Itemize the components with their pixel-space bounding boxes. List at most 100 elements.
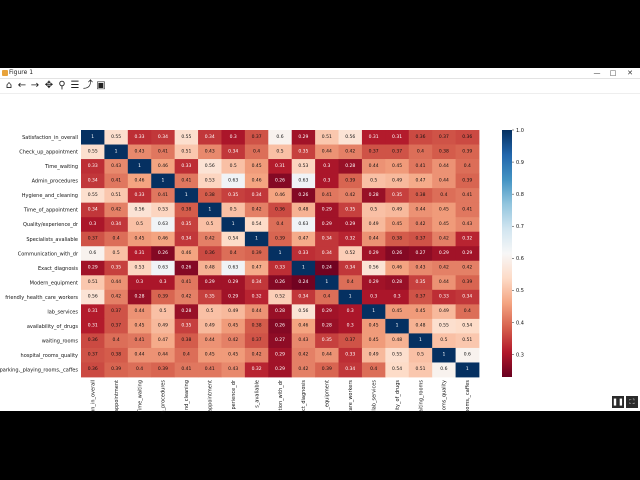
- column-label: ct_diagnosis: [301, 380, 307, 411]
- column-label: _equipment: [325, 380, 331, 411]
- cell-value-label: 0.29: [228, 294, 238, 300]
- heatmap-cell: [127, 275, 152, 291]
- heatmap-cell: [81, 275, 105, 291]
- home-icon[interactable]: ⌂: [5, 80, 13, 91]
- cell-value-label: 0.4: [370, 366, 377, 372]
- cell-value-label: 1: [279, 250, 282, 256]
- cell-value-label: 1: [91, 134, 94, 140]
- heatmap-cell: [151, 130, 176, 145]
- heatmap-cell: [198, 217, 222, 233]
- edit-axes-icon[interactable]: ⤴: [83, 80, 93, 91]
- cell-value-label: 0.39: [252, 250, 262, 256]
- cell-value-label: 0.41: [415, 163, 425, 169]
- save-icon[interactable]: ▣: [96, 80, 106, 91]
- maximize-button[interactable]: □: [609, 69, 617, 77]
- close-button[interactable]: ✕: [627, 69, 633, 77]
- heatmap-cell: [291, 231, 316, 247]
- heatmap-cell: [198, 362, 222, 378]
- cell-value-label: 0.38: [252, 323, 262, 329]
- cell-value-label: 0.34: [228, 148, 238, 154]
- cell-value-label: 0.45: [392, 221, 402, 227]
- heatmap-cell: [338, 318, 363, 334]
- forward-arrow-icon[interactable]: →: [30, 80, 40, 91]
- cell-value-label: 0.4: [417, 148, 424, 154]
- cell-value-label: 0.44: [439, 279, 449, 285]
- heatmap-cell: [174, 159, 199, 174]
- heatmap-cell: [408, 202, 433, 218]
- cell-value-label: 0.49: [369, 221, 379, 227]
- cell-value-label: 0.33: [298, 250, 308, 256]
- cell-value-label: 0.43: [228, 366, 238, 372]
- heatmap-cell: [408, 347, 433, 363]
- heatmap-cell: [268, 289, 293, 305]
- cell-value-label: 0.3: [370, 294, 377, 300]
- heatmap-cell: [127, 289, 152, 305]
- heatmap-cell: [174, 289, 199, 305]
- heatmap-cell: [432, 275, 456, 291]
- row-label: lab_services: [47, 309, 78, 315]
- cell-value-label: 0.56: [205, 163, 215, 169]
- heatmap-cell: [455, 304, 480, 320]
- cell-value-label: 0.56: [298, 308, 308, 314]
- heatmap-cell: [432, 130, 456, 145]
- cell-value-label: 0.42: [462, 265, 472, 271]
- cell-value-label: 0.42: [298, 352, 308, 358]
- cell-value-label: 0.42: [415, 221, 425, 227]
- minimize-button[interactable]: —: [593, 69, 601, 77]
- cell-value-label: 0.27: [415, 250, 425, 256]
- heatmap-cell: [385, 188, 410, 204]
- heatmap-cell: [174, 275, 199, 291]
- heatmap-cell: [268, 347, 293, 363]
- cell-value-label: 0.52: [275, 294, 285, 300]
- heatmap-cell: [174, 246, 199, 262]
- heatmap-cell: [127, 362, 152, 378]
- heatmap-cell: [432, 188, 456, 204]
- cell-value-label: 0.36: [462, 134, 472, 140]
- cell-value-label: 1: [162, 177, 165, 183]
- heatmap-cell: [361, 159, 386, 174]
- pause-button[interactable]: ❚❚: [612, 396, 624, 408]
- cell-value-label: 0.44: [369, 235, 379, 241]
- column-label: s_avaliable: [254, 380, 260, 408]
- heatmap-cell: [408, 289, 433, 305]
- cell-value-label: 0.37: [392, 148, 402, 154]
- cell-value-label: 0.3: [323, 177, 330, 183]
- cell-value-label: 0.38: [439, 148, 449, 154]
- configure-subplots-icon[interactable]: ☰: [70, 80, 80, 91]
- heatmap-cell: [361, 173, 386, 189]
- fullscreen-button[interactable]: ⛶: [626, 396, 638, 408]
- cell-value-label: 0.41: [181, 279, 191, 285]
- column-label: ooms,_caffes: [465, 380, 471, 413]
- heatmap-cell: [104, 275, 129, 291]
- cell-value-label: 0.55: [439, 323, 449, 329]
- heatmap-cell: [361, 231, 386, 247]
- cell-value-label: 0.45: [205, 352, 215, 358]
- cell-value-label: 0.49: [369, 352, 379, 358]
- heatmap-cell: [268, 144, 293, 160]
- column-label: ity_of_drugs: [395, 380, 401, 411]
- heatmap-cell: [268, 231, 293, 247]
- zoom-icon[interactable]: ⚲: [58, 80, 66, 91]
- cell-value-label: 0.46: [275, 192, 285, 198]
- heatmap-cell: [315, 173, 339, 189]
- cell-value-label: 0.37: [415, 294, 425, 300]
- heatmap-cell: [244, 217, 269, 233]
- heatmap-cell: [361, 260, 386, 276]
- cell-value-label: 0.4: [183, 352, 190, 358]
- cell-value-label: 0.41: [181, 366, 191, 372]
- heatmap-cell: [268, 318, 293, 334]
- pan-icon[interactable]: ✥: [44, 80, 54, 91]
- cell-value-label: 0.44: [369, 163, 379, 169]
- cell-value-label: 0.45: [392, 163, 402, 169]
- heatmap-cell: [361, 347, 386, 363]
- cell-value-label: 0.4: [276, 221, 283, 227]
- cell-value-label: 0.49: [158, 323, 168, 329]
- cell-value-label: 0.34: [181, 235, 191, 241]
- back-arrow-icon[interactable]: ←: [17, 80, 27, 91]
- heatmap-cell: [338, 130, 363, 145]
- heatmap-cell: [432, 318, 456, 334]
- heatmap-cell: [151, 144, 176, 160]
- cell-value-label: 0.44: [158, 352, 168, 358]
- heatmap-cell: [408, 304, 433, 320]
- heatmap-cell: [221, 188, 246, 204]
